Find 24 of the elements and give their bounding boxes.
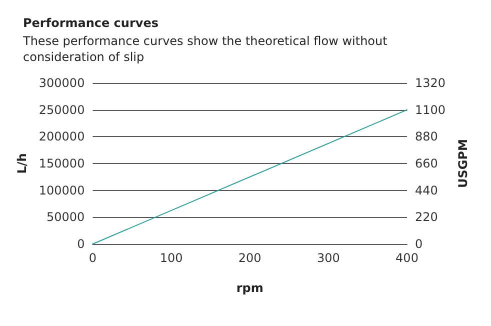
y-tick-label: 0 <box>77 237 85 251</box>
x-axis-title: rpm <box>236 281 264 295</box>
y-axis-title: L/h <box>15 153 29 174</box>
x-tick-label: 0 <box>88 251 97 265</box>
x-tick-label: 400 <box>396 251 418 265</box>
chart-subtitle: These performance curves show the theoretical flow without consideration of slip <box>22 34 392 64</box>
y2-tick-label: 440 <box>415 183 438 198</box>
y-tick-label: 150000 <box>38 156 85 170</box>
y2-tick-label: 660 <box>415 156 438 170</box>
y2-tick-label: 1320 <box>415 76 446 90</box>
chart-title: Performance curves <box>23 16 158 30</box>
x-tick-label: 200 <box>238 251 262 265</box>
y-tick-label: 50000 <box>46 210 85 224</box>
y2-tick-label: 880 <box>415 130 438 144</box>
y2-tick-label: 1100 <box>415 102 446 117</box>
y-tick-label: 100000 <box>38 183 85 198</box>
y2-tick-label: 220 <box>415 210 438 224</box>
y2-tick-label: 0 <box>415 237 423 251</box>
y-tick-label: 300000 <box>38 76 85 90</box>
y-tick-label: 250000 <box>38 102 85 117</box>
x-tick-label: 100 <box>160 251 183 265</box>
y2-axis-title: USGPM <box>456 139 470 188</box>
x-tick-label: 300 <box>316 251 340 265</box>
y-tick-label: 200000 <box>38 130 85 144</box>
